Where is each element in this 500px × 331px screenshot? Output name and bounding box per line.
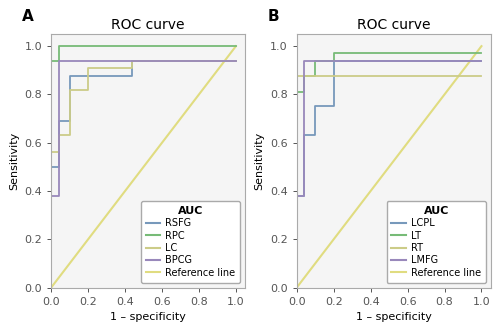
Text: A: A xyxy=(22,9,34,24)
Title: ROC curve: ROC curve xyxy=(112,18,185,31)
X-axis label: 1 – specificity: 1 – specificity xyxy=(110,312,186,322)
Y-axis label: Sensitivity: Sensitivity xyxy=(9,132,19,190)
Y-axis label: Sensitivity: Sensitivity xyxy=(254,132,264,190)
Legend: RSFG, RPC, LC, BPCG, Reference line: RSFG, RPC, LC, BPCG, Reference line xyxy=(141,201,240,283)
Text: B: B xyxy=(268,9,280,24)
X-axis label: 1 – specificity: 1 – specificity xyxy=(356,312,432,322)
Title: ROC curve: ROC curve xyxy=(357,18,430,31)
Legend: LCPL, LT, RT, LMFG, Reference line: LCPL, LT, RT, LMFG, Reference line xyxy=(386,201,486,283)
